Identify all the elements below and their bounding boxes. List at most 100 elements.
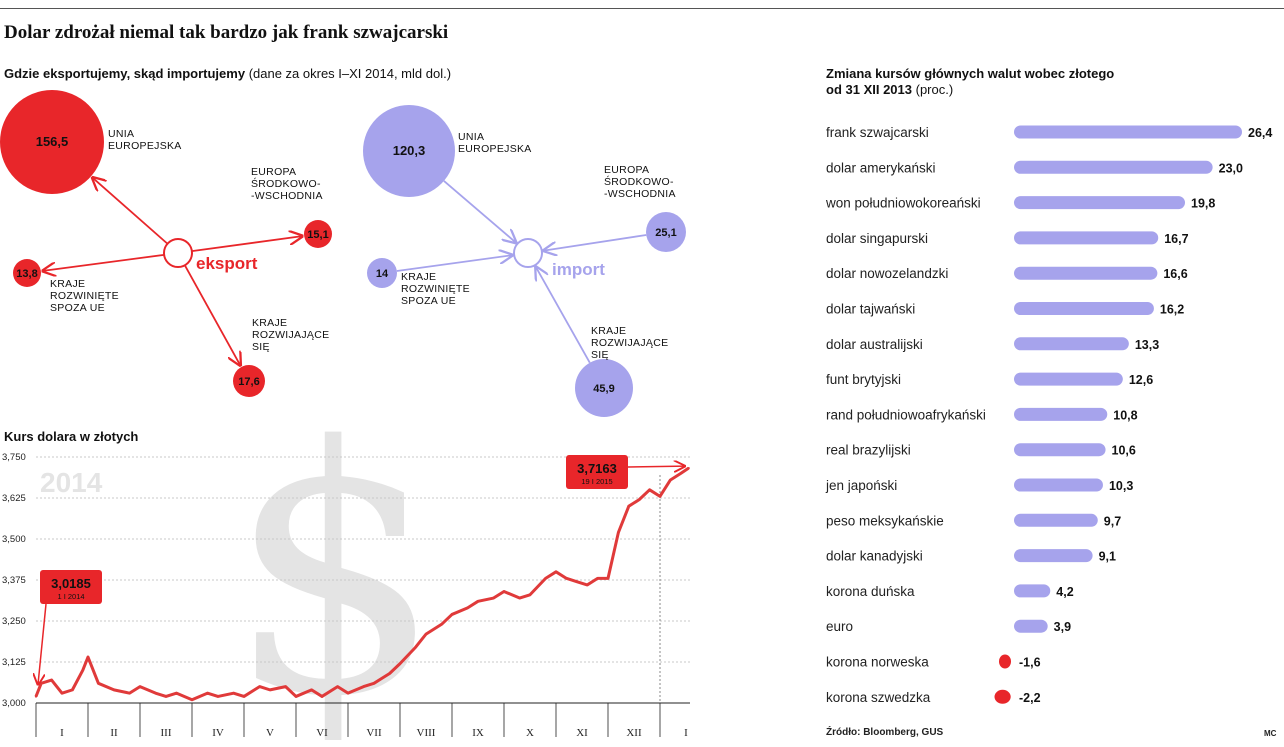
line-point-19 [258,685,261,688]
line-point-53 [669,478,672,482]
export-bubble-value-0: 156,5 [36,134,69,149]
bar-value-label-11: 9,7 [1104,514,1121,528]
trade-heading-bold: Gdzie eksportujemy, skąd importujemy [4,66,246,81]
export-bubble-0 [0,90,104,194]
bar-category-label-6: dolar australijski [826,337,923,352]
x-tick-label-2: III [161,727,172,739]
line-point-20 [268,688,272,692]
export-bubble-value-1: 15,1 [307,229,328,241]
line-point-17 [232,691,235,695]
bar-9 [1014,443,1106,457]
page-title: Dolar zdrożał niemal tak bardzo jak fran… [4,22,449,43]
export-bubble-label-3-0: KRAJE [252,317,287,329]
line-point-32 [424,632,428,636]
bar-category-label-8: rand południowoafrykański [826,407,986,422]
line-point-5 [81,669,85,672]
import-bubble-label-0-1: EUROPEJSKA [458,143,532,155]
bars-heading-unit: (proc.) [915,82,954,97]
export-bubble-value-3: 17,6 [238,376,259,388]
bar-category-label-7: funt brytyjski [826,372,901,387]
bars-heading: Zmiana kursów głównych walut wobec złote… [826,66,1114,98]
import-label: import [552,260,605,279]
line-point-8 [112,688,116,692]
x-tick-label-7: VIII [417,727,436,739]
import-bubble-value-3: 45,9 [593,383,614,395]
start-callout-date: 1 I 2014 [57,592,84,601]
import-bubble-0 [363,105,455,197]
line-point-29 [388,672,391,675]
line-point-45 [586,583,589,587]
line-point-22 [294,695,298,698]
bar-2 [1014,196,1185,210]
line-point-25 [336,685,339,688]
end-callout-arrow [627,466,685,467]
line-point-42 [554,570,558,573]
import-bubble-label-2-1: ROZWINIĘTE [401,283,470,295]
line-point-14 [190,698,194,701]
bar-value-label-3: 16,7 [1164,232,1188,246]
line-point-34 [450,613,454,616]
line-chart-title: Kurs dolara w złotych [4,429,139,444]
import-bubble-2 [367,258,397,288]
bar-value-label-1: 23,0 [1219,161,1243,175]
bar-15 [999,654,1011,669]
bar-value-label-4: 16,6 [1163,267,1187,281]
bar-value-label-7: 12,6 [1129,373,1153,387]
line-point-7 [97,682,100,685]
line-point-18 [242,695,246,698]
import-arrow-0 [443,180,516,243]
line-point-15 [206,691,209,695]
bar-value-label-12: 9,1 [1099,550,1116,564]
start-callout-value: 3,0185 [51,576,91,591]
export-bubble-2 [13,259,41,287]
line-point-4 [71,688,74,692]
bars-heading-line2: od 31 XII 2013 [826,82,912,97]
import-bubble-label-3-2: SIĘ [591,349,609,361]
export-bubble-label-3-2: SIĘ [252,341,270,353]
export-bubble-label-1-1: ŚRODKOWO- [251,177,321,190]
bar-7 [1014,372,1123,386]
bar-category-label-10: jen japoński [825,478,897,493]
export-arrow-3 [184,264,240,365]
line-point-21 [284,685,287,688]
bar-category-label-2: won południowokoreański [825,196,981,211]
line-point-43 [565,577,568,580]
line-point-39 [518,596,521,600]
bar-category-label-9: real brazylijski [826,443,911,458]
import-bubble-label-3-1: ROZWIJAJĄCE [591,337,668,349]
line-point-41 [544,577,547,580]
import-arrow-2 [396,255,512,272]
bar-value-label-0: 26,4 [1248,126,1272,140]
line-point-51 [648,488,651,491]
line-point-2 [50,678,53,682]
line-point-48 [617,531,620,534]
export-hub [163,238,193,268]
line-point-52 [658,495,662,498]
export-bubble-label-1-2: -WSCHODNIA [251,190,323,202]
line-point-37 [492,596,495,600]
y-tick-label-0: 3,000 [2,698,26,709]
x-tick-label-1: II [110,727,118,739]
line-point-33 [440,623,443,626]
import-bubble-3 [575,359,633,417]
export-bubble-value-2: 13,8 [16,268,37,280]
import-bubble-label-3-0: KRAJE [591,325,626,337]
line-point-54 [679,472,682,475]
bar-category-label-11: peso meksykańskie [826,513,944,528]
export-bubble-label-3-1: ROZWIJAJĄCE [252,329,329,341]
line-point-0 [34,695,38,698]
export-bubble-label-1-0: EUROPA [251,166,296,178]
bar-12 [1014,549,1093,563]
line-point-9 [128,691,131,695]
import-arrow-1 [544,234,647,251]
export-arrow-1 [191,236,302,253]
end-callout-value: 3,7163 [577,461,617,476]
dollar-watermark-icon: $ [227,375,443,747]
bar-value-label-8: 10,8 [1113,408,1137,422]
import-bubble-label-1-0: EUROPA [604,164,649,176]
line-point-40 [528,593,532,596]
top-rule [0,8,1284,9]
bar-category-label-15: korona norweska [826,655,929,670]
import-bubble-1 [646,212,686,252]
